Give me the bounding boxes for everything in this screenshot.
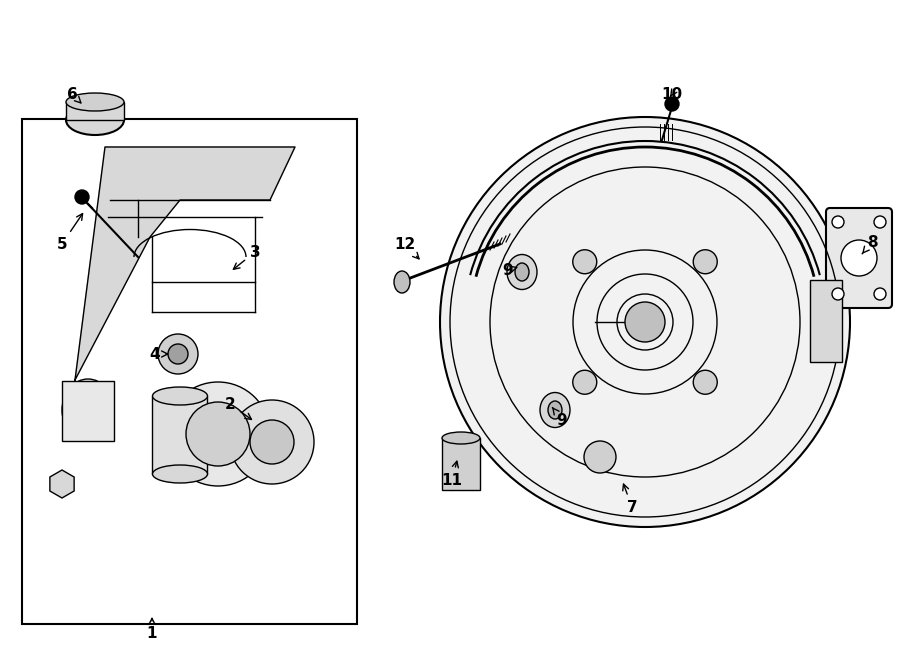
Text: 1: 1 [147,618,158,641]
Circle shape [874,216,886,228]
Circle shape [584,441,616,473]
Circle shape [75,190,89,204]
Circle shape [440,117,850,527]
Ellipse shape [62,379,114,441]
FancyBboxPatch shape [826,208,892,308]
Text: 3: 3 [233,244,260,269]
Circle shape [832,216,844,228]
Ellipse shape [507,254,537,289]
Text: 8: 8 [862,234,878,254]
Circle shape [168,344,188,364]
Text: 4: 4 [149,346,167,361]
Circle shape [166,382,270,486]
Ellipse shape [152,387,208,405]
Circle shape [874,288,886,300]
Circle shape [693,370,717,395]
Text: 11: 11 [442,461,463,487]
Circle shape [665,97,679,111]
Ellipse shape [394,271,410,293]
Ellipse shape [66,93,124,111]
Ellipse shape [548,401,562,419]
Circle shape [625,302,665,342]
Ellipse shape [152,465,208,483]
Polygon shape [75,147,295,380]
Bar [442,438,480,490]
Circle shape [693,250,717,274]
Text: 2: 2 [225,397,251,420]
Text: 9: 9 [503,263,517,277]
Text: 5: 5 [57,214,83,252]
Polygon shape [810,280,842,362]
Circle shape [572,370,597,395]
Circle shape [572,250,597,274]
Bar [66,102,124,120]
Circle shape [250,420,294,464]
Bar [62,381,114,441]
Text: 7: 7 [623,484,637,514]
Circle shape [230,400,314,484]
Circle shape [186,402,250,466]
Bar [152,396,207,474]
Ellipse shape [540,393,570,428]
Bar [22,119,357,624]
Text: 9: 9 [553,408,567,428]
Text: 10: 10 [662,87,682,101]
Ellipse shape [515,263,529,281]
Ellipse shape [442,432,480,444]
Circle shape [841,240,877,276]
Text: 6: 6 [67,87,81,103]
Ellipse shape [66,105,124,135]
Circle shape [158,334,198,374]
Circle shape [832,288,844,300]
Text: 12: 12 [394,236,419,259]
